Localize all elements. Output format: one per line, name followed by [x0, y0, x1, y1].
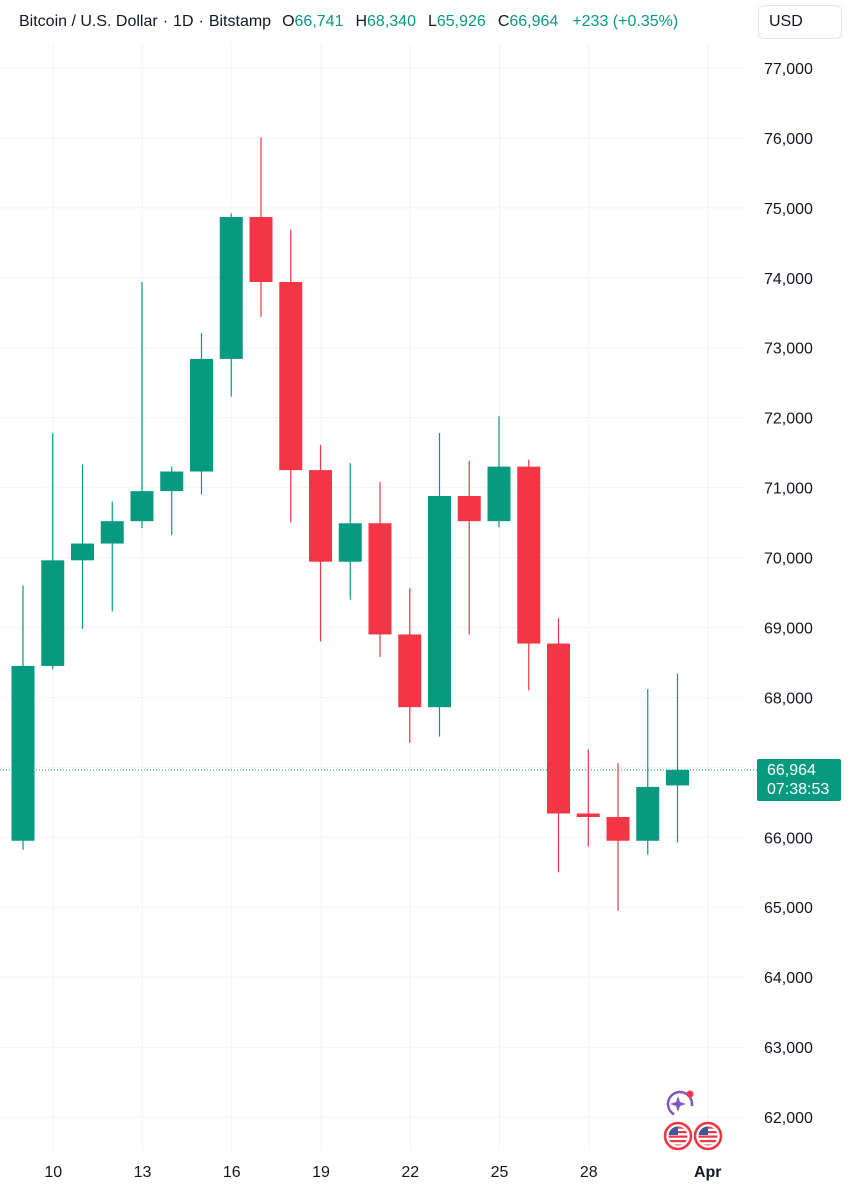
- x-tick-label: 13: [134, 1164, 152, 1181]
- event-markers: [663, 1088, 723, 1151]
- last-price-tag: 66,964 07:38:53: [757, 759, 841, 801]
- y-tick-label: 73,000: [764, 341, 813, 358]
- interval[interactable]: 1D: [173, 13, 194, 30]
- y-tick-label: 68,000: [764, 690, 813, 707]
- candle-body: [249, 216, 273, 282]
- candle-body: [219, 216, 243, 359]
- exchange: Bitstamp: [208, 13, 272, 30]
- candle: [11, 585, 35, 850]
- price-change: +233 (+0.35%): [572, 13, 679, 30]
- ai-sparkle-icon[interactable]: [664, 1088, 697, 1120]
- symbol-legend: Bitcoin / U.S. Dollar · 1D · Bitstamp O6…: [19, 11, 678, 33]
- candle-body: [398, 634, 422, 708]
- candle: [100, 501, 124, 612]
- close-label: C: [497, 13, 510, 30]
- candle: [130, 281, 154, 529]
- candle: [517, 459, 541, 691]
- candle: [428, 433, 451, 737]
- ohlc-values: O66,741 H68,340 L65,926 C66,964: [282, 13, 558, 31]
- separator: ·: [162, 13, 169, 30]
- bar-countdown: 07:38:53: [767, 781, 830, 798]
- x-tick-label: 10: [44, 1164, 62, 1181]
- candle-body: [100, 521, 124, 544]
- candle: [457, 461, 481, 635]
- close-value: 66,964: [509, 13, 559, 30]
- candle-body: [160, 471, 184, 492]
- candle-body: [636, 786, 660, 841]
- y-tick-label: 63,000: [764, 1040, 813, 1057]
- candle-body: [428, 495, 451, 708]
- candle: [249, 137, 273, 317]
- candle-body: [487, 466, 511, 522]
- candle: [160, 466, 184, 536]
- grid: [0, 44, 745, 1150]
- low-value: 65,926: [436, 13, 486, 30]
- candle: [606, 763, 630, 911]
- candle: [71, 464, 94, 629]
- y-tick-label: 71,000: [764, 481, 813, 498]
- y-tick-label: 65,000: [764, 900, 813, 917]
- high-label: H: [355, 13, 368, 30]
- y-tick-label: 75,000: [764, 201, 813, 218]
- x-tick-label: 16: [223, 1164, 241, 1181]
- candle-body: [71, 543, 94, 561]
- candle-body: [130, 491, 154, 522]
- candle-body: [338, 523, 362, 562]
- open-label: O: [282, 13, 295, 30]
- x-tick-label: 25: [491, 1164, 509, 1181]
- candles: [11, 137, 689, 911]
- y-tick-label: 77,000: [764, 61, 813, 78]
- candle: [636, 689, 660, 855]
- x-tick-label: 22: [401, 1164, 419, 1181]
- candle-body: [11, 665, 35, 841]
- open-value: 66,741: [294, 13, 344, 30]
- high-value: 68,340: [367, 13, 416, 30]
- y-tick-label: 72,000: [764, 411, 813, 428]
- candle-body: [606, 816, 630, 841]
- candle: [547, 618, 570, 873]
- candle: [309, 444, 332, 642]
- candle-body: [190, 358, 213, 472]
- x-tick-label: 28: [580, 1164, 598, 1181]
- us-flag-icon[interactable]: [663, 1121, 693, 1151]
- y-tick-label: 62,000: [764, 1110, 813, 1127]
- candle: [219, 213, 243, 397]
- x-tick-label: 19: [312, 1164, 330, 1181]
- candle: [576, 749, 600, 847]
- candle-body: [547, 643, 570, 814]
- candle-body: [517, 466, 541, 644]
- candle: [41, 433, 65, 670]
- candle: [487, 416, 511, 528]
- candle-body: [457, 495, 481, 522]
- candle: [666, 673, 689, 843]
- candle: [338, 463, 362, 600]
- low-label: L: [427, 13, 437, 30]
- y-tick-label: 69,000: [764, 620, 813, 637]
- y-tick-label: 76,000: [764, 131, 813, 148]
- y-tick-label: 70,000: [764, 551, 813, 568]
- candle-body: [41, 560, 65, 666]
- y-tick-label: 66,000: [764, 830, 813, 847]
- candle: [368, 482, 392, 657]
- x-tick-label: Apr: [694, 1164, 722, 1181]
- candle: [190, 333, 213, 495]
- candle-body: [368, 523, 392, 635]
- us-flag-icon[interactable]: [693, 1121, 723, 1151]
- candle-body: [279, 281, 303, 471]
- time-axis: 10 13 16 19 22 25 28 Apr: [44, 1164, 721, 1181]
- candle-body: [576, 813, 600, 817]
- candle-body: [309, 470, 332, 562]
- price-axis: 62,00063,00064,00065,00066,00067,00068,0…: [764, 61, 813, 1127]
- candle: [279, 229, 303, 523]
- last-price-value: 66,964: [767, 762, 816, 779]
- y-tick-label: 64,000: [764, 970, 813, 987]
- y-tick-label: 74,000: [764, 271, 813, 288]
- candle-body: [666, 769, 689, 786]
- separator: ·: [198, 13, 204, 30]
- candle: [398, 588, 422, 743]
- currency-button[interactable]: USD: [758, 5, 842, 39]
- symbol-name[interactable]: Bitcoin / U.S. Dollar: [19, 13, 158, 30]
